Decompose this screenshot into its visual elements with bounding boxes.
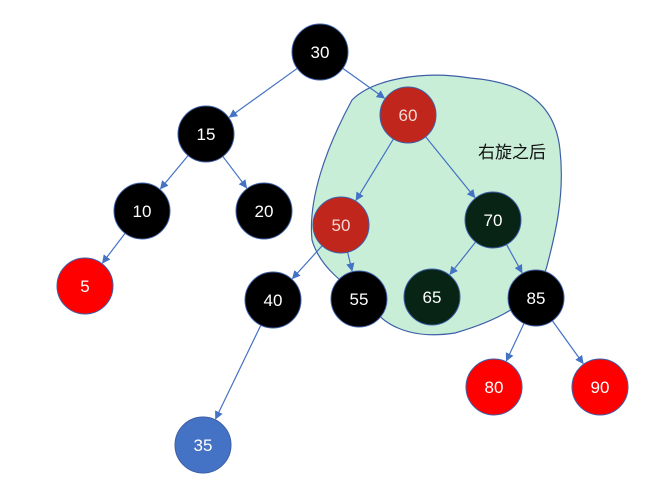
edge-70-65 bbox=[449, 240, 478, 275]
tree-node-70: 70 bbox=[464, 191, 522, 249]
edge-60-70 bbox=[423, 134, 476, 199]
tree-node-40: 40 bbox=[244, 271, 302, 329]
node-circle-35 bbox=[174, 416, 232, 474]
node-circle-55 bbox=[330, 270, 388, 328]
tree-node-85: 85 bbox=[507, 269, 565, 327]
node-circle-15 bbox=[177, 105, 235, 163]
tree-node-35: 35 bbox=[174, 416, 232, 474]
node-label-35: 35 bbox=[194, 436, 213, 455]
node-circle-85 bbox=[507, 269, 565, 327]
edge-85-80 bbox=[505, 321, 526, 362]
edge-70-85 bbox=[505, 242, 523, 274]
edge-30-15 bbox=[228, 66, 300, 118]
rotation-note: 右旋之后 bbox=[478, 143, 546, 163]
tree-node-5: 5 bbox=[56, 257, 114, 315]
node-label-5: 5 bbox=[80, 277, 89, 296]
edge-50-55 bbox=[346, 250, 355, 272]
node-label-20: 20 bbox=[255, 202, 274, 221]
tree-node-15: 15 bbox=[177, 105, 235, 163]
edge-15-10 bbox=[159, 153, 190, 190]
node-circle-80 bbox=[465, 358, 523, 416]
tree-node-20: 20 bbox=[235, 182, 293, 240]
node-circle-10 bbox=[113, 182, 171, 240]
node-label-85: 85 bbox=[527, 289, 546, 308]
node-circle-60 bbox=[379, 86, 437, 144]
node-label-40: 40 bbox=[264, 291, 283, 310]
node-circle-65 bbox=[403, 268, 461, 326]
node-circle-70 bbox=[464, 191, 522, 249]
node-label-55: 55 bbox=[350, 290, 369, 309]
edge-60-50 bbox=[355, 136, 396, 201]
edge-30-60 bbox=[340, 66, 386, 99]
node-circle-50 bbox=[312, 196, 370, 254]
node-circle-90 bbox=[571, 358, 629, 416]
edge-85-90 bbox=[550, 318, 584, 365]
node-label-50: 50 bbox=[332, 216, 351, 235]
tree-node-10: 10 bbox=[113, 182, 171, 240]
tree-node-90: 90 bbox=[571, 358, 629, 416]
node-circle-40 bbox=[244, 271, 302, 329]
node-circle-5 bbox=[56, 257, 114, 315]
edge-15-20 bbox=[221, 154, 248, 189]
node-label-65: 65 bbox=[423, 288, 442, 307]
node-label-70: 70 bbox=[484, 211, 503, 230]
tree-node-30: 30 bbox=[291, 23, 349, 81]
edge-10-5 bbox=[101, 231, 127, 264]
edge-50-40 bbox=[291, 243, 324, 280]
tree-node-50: 50 bbox=[312, 196, 370, 254]
node-label-80: 80 bbox=[485, 378, 504, 397]
node-label-10: 10 bbox=[133, 202, 152, 221]
node-label-90: 90 bbox=[591, 378, 610, 397]
edge-40-35 bbox=[215, 323, 263, 420]
edges-layer bbox=[101, 66, 584, 420]
node-label-15: 15 bbox=[197, 125, 216, 144]
node-label-30: 30 bbox=[311, 43, 330, 62]
nodes-layer: 30 15 60 10 20 50 70 5 40 55 65 85 80 90 35 bbox=[56, 23, 629, 474]
tree-node-60: 60 bbox=[379, 86, 437, 144]
tree-node-80: 80 bbox=[465, 358, 523, 416]
node-circle-20 bbox=[235, 182, 293, 240]
node-label-60: 60 bbox=[399, 106, 418, 125]
node-circle-30 bbox=[291, 23, 349, 81]
tree-node-55: 55 bbox=[330, 270, 388, 328]
tree-node-65: 65 bbox=[403, 268, 461, 326]
